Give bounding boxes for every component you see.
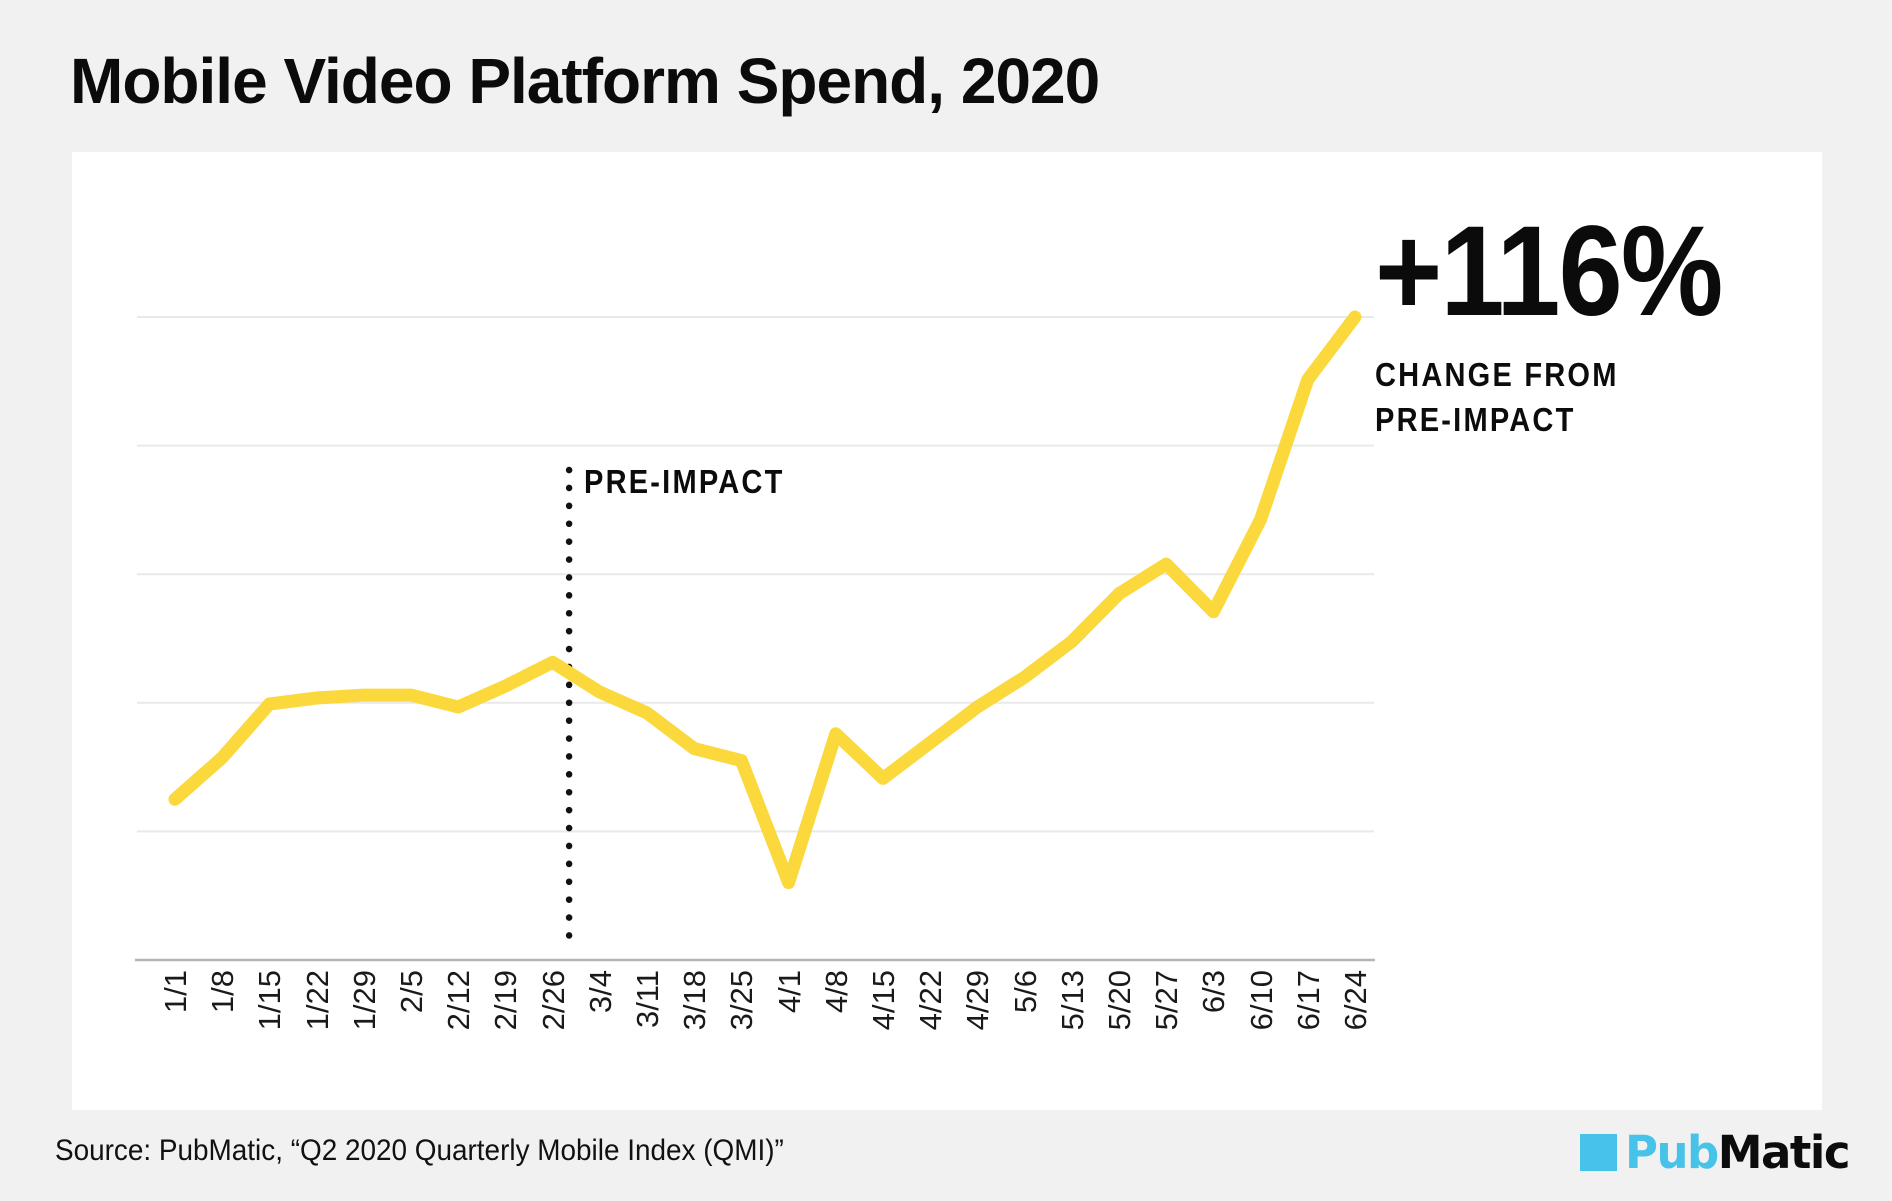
pubmatic-wordmark: PubMatic (1625, 1130, 1851, 1175)
page-title: Mobile Video Platform Spend, 2020 (70, 45, 1100, 117)
spend-line (168, 310, 1362, 890)
annotation-caption: CHANGE FROM PRE-IMPACT (1375, 353, 1780, 443)
pubmatic-logo-square-icon (1580, 1134, 1617, 1171)
pre-impact-marker-label: PRE-IMPACT (584, 463, 785, 500)
chart-card (72, 152, 1822, 1110)
pubmatic-wordmark-pub: Pub (1625, 1126, 1719, 1179)
pubmatic-wordmark-matic: Matic (1717, 1126, 1851, 1179)
change-annotation: +116% CHANGE FROM PRE-IMPACT (1375, 196, 1835, 443)
source-note: Source: PubMatic, “Q2 2020 Quarterly Mob… (55, 1134, 784, 1167)
annotation-caption-line1: CHANGE FROM (1375, 356, 1619, 394)
pubmatic-logo: PubMatic (1580, 1130, 1851, 1175)
annotation-caption-line2: PRE-IMPACT (1375, 400, 1576, 438)
annotation-percent-value: +116% (1375, 200, 1723, 343)
